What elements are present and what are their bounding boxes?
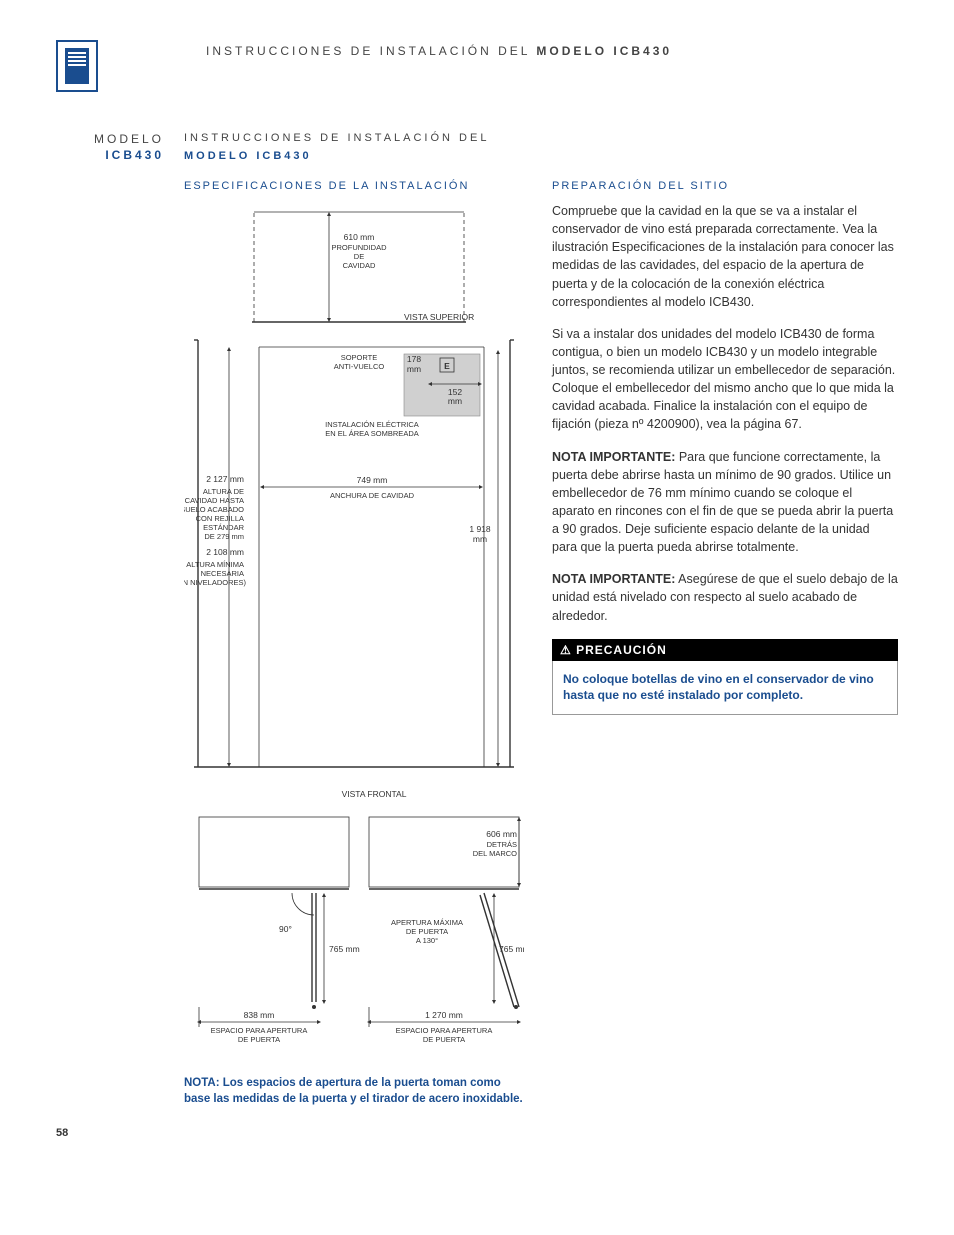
front-view-diagram: E SOPORTE ANTI-VUELCO 178 mm 152 mm INST… (184, 332, 524, 807)
diagram-column: INSTRUCCIONES DE INSTALACIÓN DEL MODELO … (184, 132, 524, 1107)
dim-838: 838 mm (244, 1010, 275, 1020)
dim-width-label: ANCHURA DE CAVIDAD (330, 491, 415, 500)
svg-text:ESPACIO PARA APERTURA: ESPACIO PARA APERTURA (211, 1026, 308, 1035)
svg-text:PROFUNDIDAD: PROFUNDIDAD (331, 243, 387, 252)
content-row: MODELO ICB430 INSTRUCCIONES DE INSTALACI… (56, 132, 898, 1107)
p3-bold: NOTA IMPORTANTE: (552, 450, 675, 464)
title-line2: MODELO ICB430 (184, 150, 524, 162)
caution-body: No coloque botellas de vino en el conser… (552, 661, 898, 716)
svg-text:SUELO ACABADO: SUELO ACABADO (184, 505, 244, 514)
svg-text:DE PUERTA: DE PUERTA (238, 1035, 280, 1044)
front-view-caption: VISTA FRONTAL (342, 789, 407, 799)
p4-bold: NOTA IMPORTANTE: (552, 572, 675, 586)
dim-765-r: 765 mm (499, 944, 524, 954)
svg-text:DETRÁS: DETRÁS (487, 840, 517, 849)
para-2: Si va a instalar dos unidades del modelo… (552, 325, 898, 434)
svg-text:A 130°: A 130° (416, 936, 438, 945)
svg-text:APERTURA MÁXIMA: APERTURA MÁXIMA (391, 918, 463, 927)
svg-text:DE: DE (354, 252, 364, 261)
angle-90: 90° (279, 924, 292, 934)
svg-text:ANTI-VUELCO: ANTI-VUELCO (334, 362, 385, 371)
main-columns: INSTRUCCIONES DE INSTALACIÓN DEL MODELO … (184, 132, 898, 1107)
svg-text:mm: mm (407, 364, 421, 374)
svg-text:CAVIDAD HASTA: CAVIDAD HASTA (185, 496, 244, 505)
header-prefix: INSTRUCCIONES DE INSTALACIÓN DEL (206, 44, 530, 58)
prep-heading: PREPARACIÓN DEL SITIO (552, 180, 898, 192)
dim-1270: 1 270 mm (425, 1010, 463, 1020)
page-number: 58 (56, 1127, 898, 1139)
svg-text:DE PUERTA: DE PUERTA (423, 1035, 465, 1044)
svg-text:178: 178 (407, 354, 421, 364)
svg-text:ESPACIO PARA APERTURA: ESPACIO PARA APERTURA (396, 1026, 493, 1035)
dim-h1: 2 127 mm (206, 474, 244, 484)
door-view-diagram: 90° 765 mm 838 mm ESPACIO PARA APERTURA … (184, 807, 524, 1067)
svg-text:ESTÁNDAR: ESTÁNDAR (203, 523, 244, 532)
top-view-diagram: 610 mm PROFUNDIDAD DE CAVIDAD VISTA SUPE… (184, 202, 524, 332)
svg-text:SOPORTE: SOPORTE (341, 353, 378, 362)
svg-text:DE PUERTA: DE PUERTA (406, 927, 448, 936)
svg-text:CON REJILLA: CON REJILLA (196, 514, 244, 523)
text-column: PREPARACIÓN DEL SITIO Compruebe que la c… (552, 132, 898, 1107)
page-header: INSTRUCCIONES DE INSTALACIÓN DEL MODELO … (56, 40, 898, 92)
p3-body: Para que funcione correctamente, la puer… (552, 450, 893, 555)
dim-765-l: 765 mm (329, 944, 360, 954)
caution-bar: ⚠ PRECAUCIÓN (552, 639, 898, 661)
svg-text:INSTALACIÓN ELÉCTRICA: INSTALACIÓN ELÉCTRICA (325, 420, 419, 429)
dim-width: 749 mm (357, 475, 388, 485)
svg-text:ALTURA DE: ALTURA DE (203, 487, 244, 496)
title-line1: INSTRUCCIONES DE INSTALACIÓN DEL (184, 132, 524, 144)
svg-text:ALTURA MÍNIMA: ALTURA MÍNIMA (186, 560, 244, 569)
sidebar: MODELO ICB430 (56, 132, 164, 1107)
svg-text:DE 279 mm: DE 279 mm (204, 532, 244, 541)
door-note: NOTA: Los espacios de apertura de la pue… (184, 1075, 524, 1107)
dim-606: 606 mm (486, 829, 517, 839)
svg-text:mm: mm (448, 396, 462, 406)
top-view-caption: VISTA SUPERIOR (404, 312, 474, 322)
brand-logo-icon (56, 40, 98, 92)
svg-text:CAVIDAD: CAVIDAD (343, 261, 376, 270)
svg-text:mm: mm (473, 534, 487, 544)
header-model: MODELO ICB430 (536, 44, 672, 58)
svg-text:(CON NIVELADORES): (CON NIVELADORES) (184, 578, 246, 587)
para-3: NOTA IMPORTANTE: Para que funcione corre… (552, 448, 898, 557)
svg-text:NECESARIA: NECESARIA (201, 569, 244, 578)
svg-text:DEL MARCO: DEL MARCO (473, 849, 517, 858)
dim-h2: 2 108 mm (206, 547, 244, 557)
sidebar-code: ICB430 (56, 148, 164, 162)
header-title: INSTRUCCIONES DE INSTALACIÓN DEL MODELO … (118, 40, 672, 58)
para-1: Compruebe que la cavidad en la que se va… (552, 202, 898, 311)
svg-text:EN EL ÁREA SOMBREADA: EN EL ÁREA SOMBREADA (325, 429, 419, 438)
marker-e: E (444, 361, 450, 371)
spec-heading: ESPECIFICACIONES DE LA INSTALACIÓN (184, 180, 524, 192)
dim-depth: 610 mm (344, 232, 375, 242)
svg-text:1 918: 1 918 (469, 524, 491, 534)
sidebar-label: MODELO (56, 132, 164, 146)
para-4: NOTA IMPORTANTE: Asegúrese de que el sue… (552, 570, 898, 624)
